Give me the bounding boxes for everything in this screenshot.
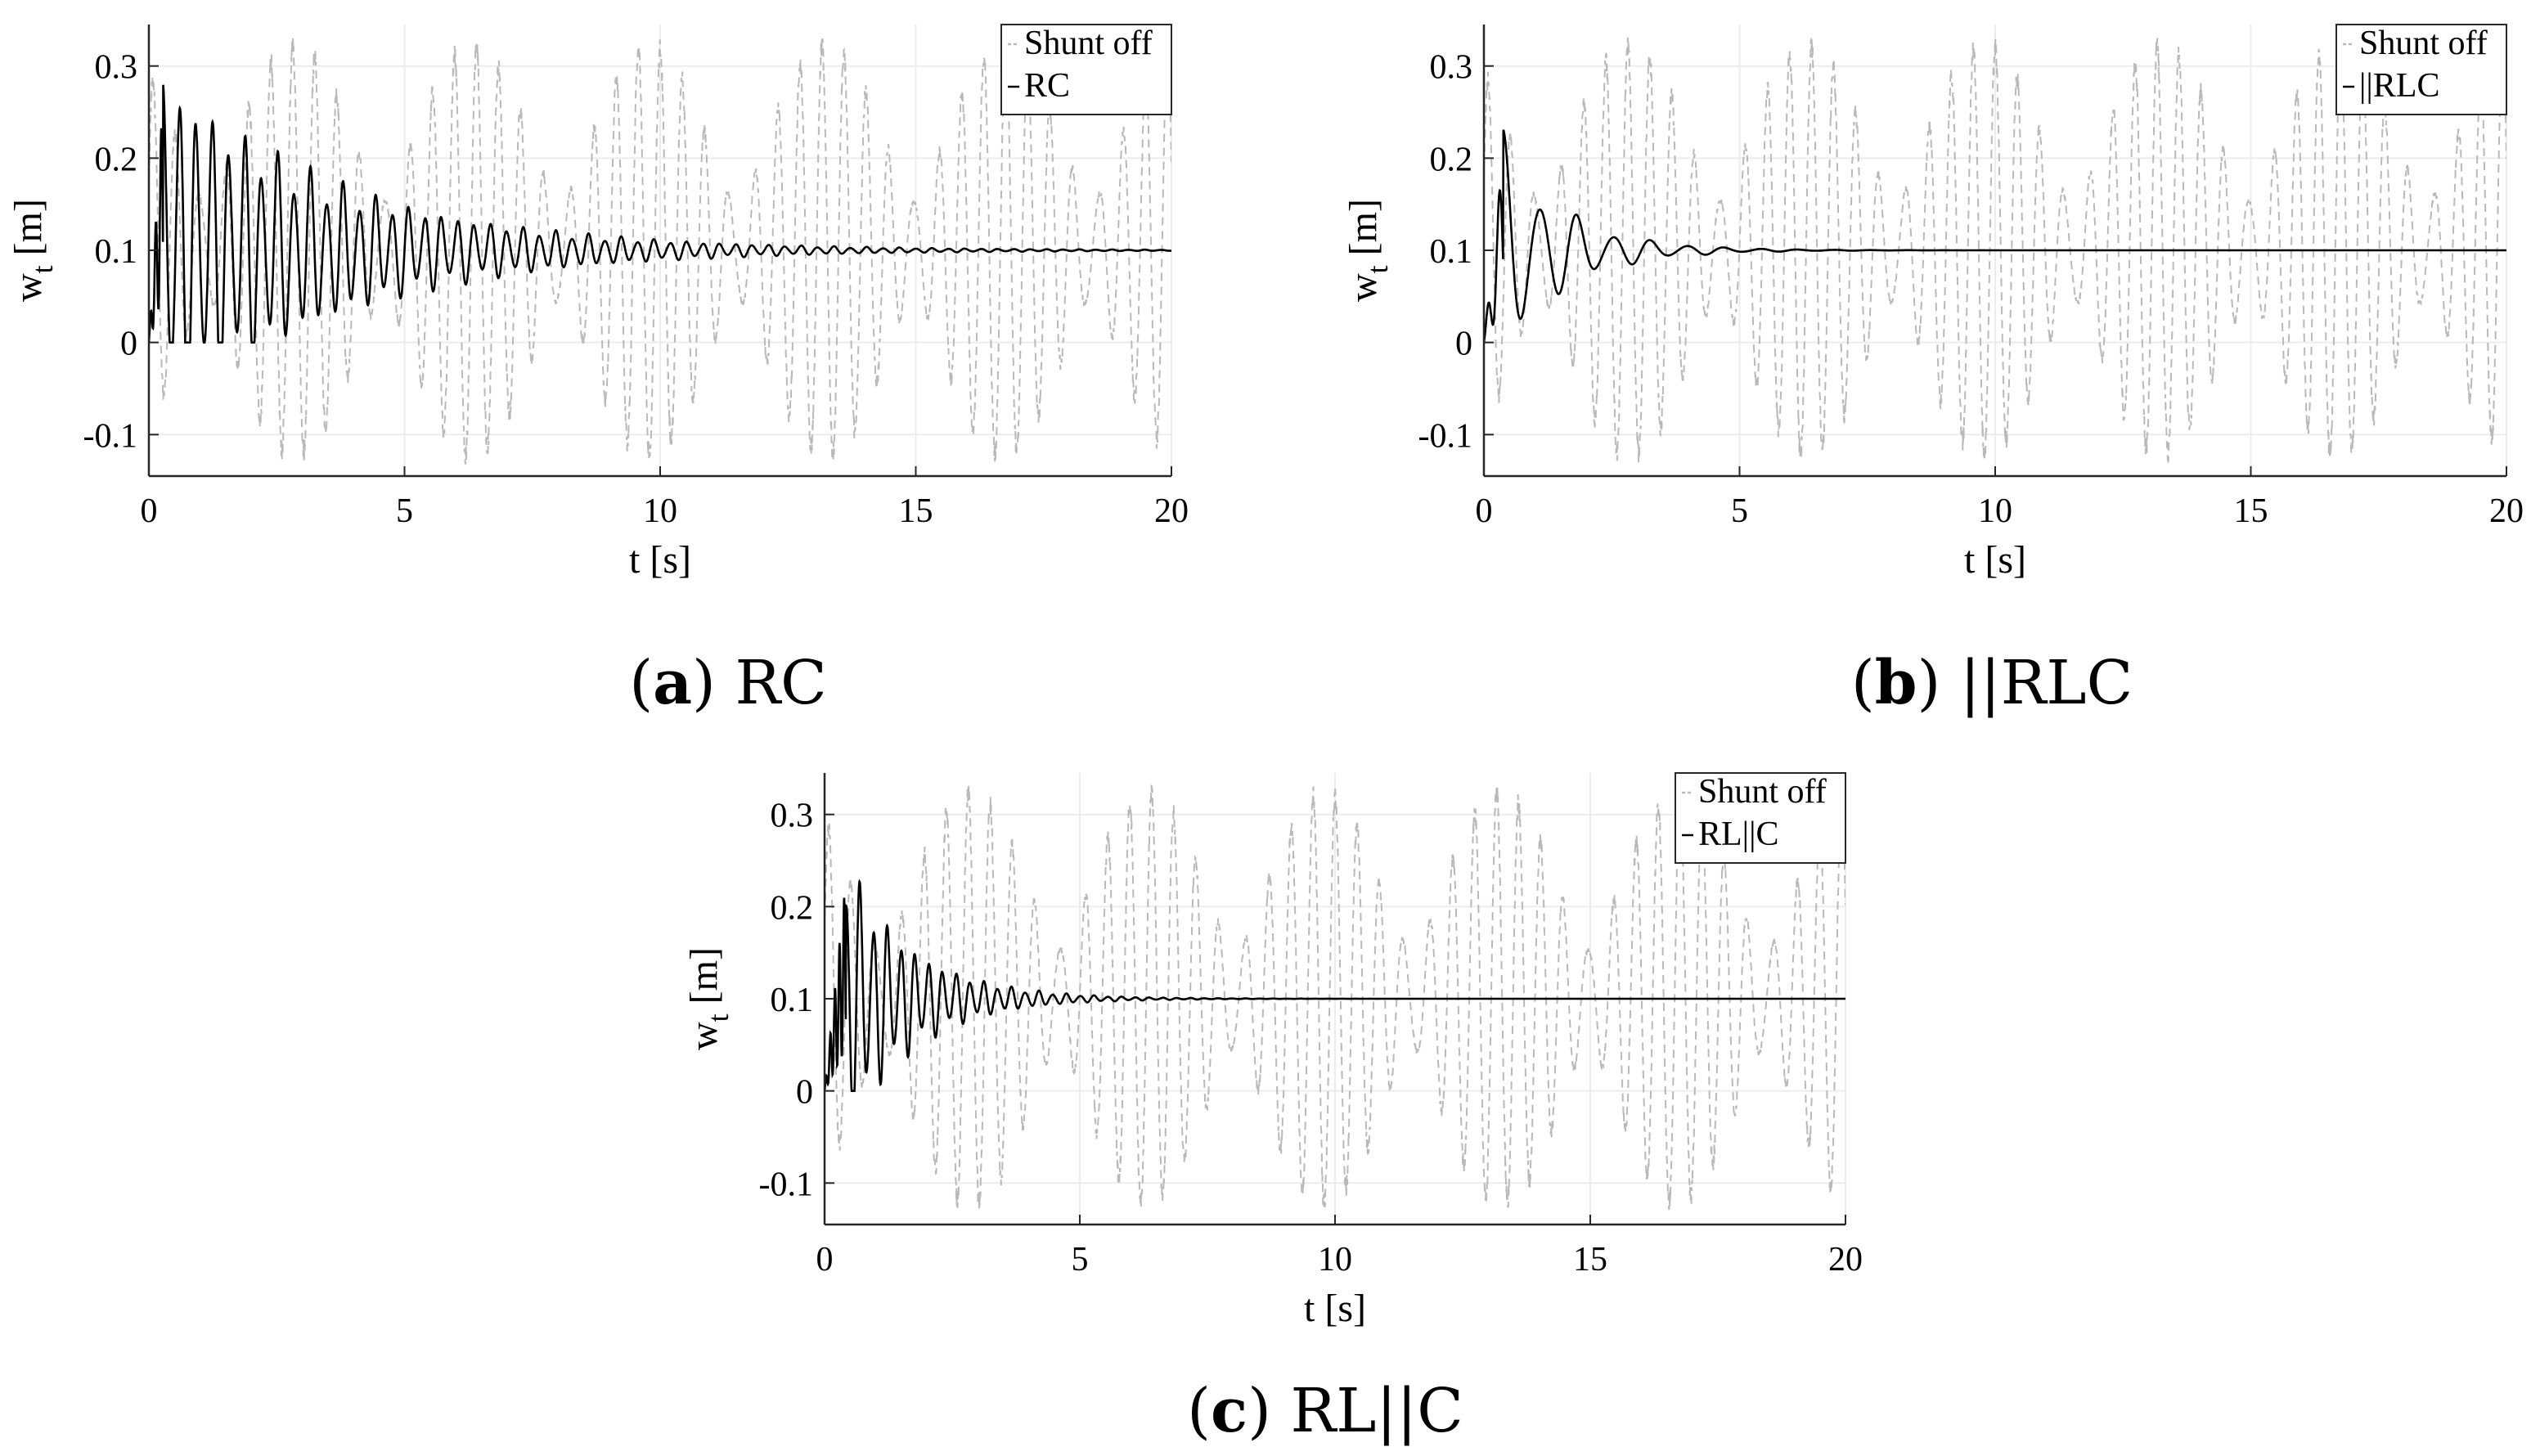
series-line-shunt-off: [825, 783, 1845, 1211]
chart-panel-b: 0 5 10 15 20-0.100.10.20.3t [s]wt [m]Shunt o…: [1342, 24, 2524, 582]
y-tick-label: 0.2: [95, 141, 138, 178]
y-tick-label: 0.3: [1430, 49, 1473, 87]
y-axis-label: wt [m]: [7, 199, 59, 302]
y-tick-label: 0.3: [95, 49, 138, 87]
caption-text: RL||C: [1290, 1376, 1463, 1446]
caption-panel-a: (a) RC: [629, 648, 827, 718]
y-tick-label: 0.1: [95, 233, 138, 271]
caption-panel-b: (b) ||RLC: [1850, 648, 2133, 718]
x-tick-label: 0: [1476, 492, 1493, 530]
caption-letter: a: [653, 648, 693, 718]
y-axis-label: wt [m]: [682, 947, 735, 1050]
x-tick-label: 5: [396, 492, 413, 530]
caption-letter: b: [1874, 648, 1917, 718]
legend-box: [2335, 24, 2507, 115]
x-tick-label: 15: [2234, 492, 2268, 530]
y-axis-label: wt [m]: [1342, 199, 1394, 302]
x-tick-label: 5: [1731, 492, 1748, 530]
series-line-shunted: [149, 84, 1171, 344]
x-tick-label: 10: [1978, 492, 2012, 530]
x-tick-label: 15: [1573, 1241, 1607, 1278]
x-tick-label: 0: [141, 492, 158, 530]
x-tick-label: 5: [1072, 1241, 1089, 1278]
y-tick-label: 0: [1455, 326, 1472, 363]
x-tick-label: 10: [643, 492, 677, 530]
series-line-shunt-off: [149, 34, 1171, 465]
caption-panel-c: (c) RL||C: [1187, 1376, 1463, 1446]
y-tick-label: -0.1: [1418, 417, 1473, 455]
y-tick-label: 0.3: [771, 798, 814, 835]
legend-label: ||RLC: [2359, 67, 2440, 105]
series-line-shunt-off: [1484, 37, 2506, 463]
legend-label: RL||C: [1698, 816, 1779, 853]
legend-label: Shunt off: [1024, 25, 1153, 62]
x-tick-label: 15: [899, 492, 933, 530]
x-tick-label: 10: [1318, 1241, 1352, 1278]
caption-text: ||RLC: [1959, 648, 2133, 718]
legend-label: Shunt off: [1698, 773, 1827, 811]
series-line-shunted: [825, 879, 1845, 1092]
x-tick-label: 20: [1828, 1241, 1863, 1278]
chart-panel-c: 0 5 10 15 20 -0.1 0 0.1 0.2 0.3 t [s] wt [m] Shunt o…: [682, 772, 1863, 1330]
y-tick-label: -0.1: [83, 417, 138, 455]
x-tick-label: 0: [816, 1241, 834, 1278]
y-tick-label: 0.1: [1430, 233, 1473, 271]
y-tick-label: 0.2: [1430, 141, 1473, 178]
caption-letter: c: [1211, 1376, 1248, 1446]
y-tick-label: 0.2: [771, 889, 814, 927]
series-line-shunted: [1484, 129, 2506, 343]
legend-label: Shunt off: [2359, 25, 2488, 62]
y-tick-label: -0.1: [759, 1166, 814, 1203]
x-axis-label: t [s]: [629, 538, 691, 582]
legend-box: [1675, 772, 1846, 864]
caption-text: RC: [735, 648, 827, 718]
y-tick-label: 0: [796, 1074, 813, 1112]
chart-panel-a: 0 5 10 15 20-0.100.10.20.3t [s]wt [m]Shunt o…: [7, 24, 1189, 582]
y-tick-label: 0.1: [771, 982, 814, 1019]
x-tick-label: 20: [2489, 492, 2524, 530]
legend-label: RC: [1024, 67, 1070, 105]
y-tick-label: 0: [120, 326, 137, 363]
x-axis-label: t [s]: [1964, 538, 2026, 582]
x-axis-label: t [s]: [1304, 1287, 1366, 1330]
x-tick-label: 20: [1154, 492, 1189, 530]
legend-box: [1000, 24, 1172, 115]
